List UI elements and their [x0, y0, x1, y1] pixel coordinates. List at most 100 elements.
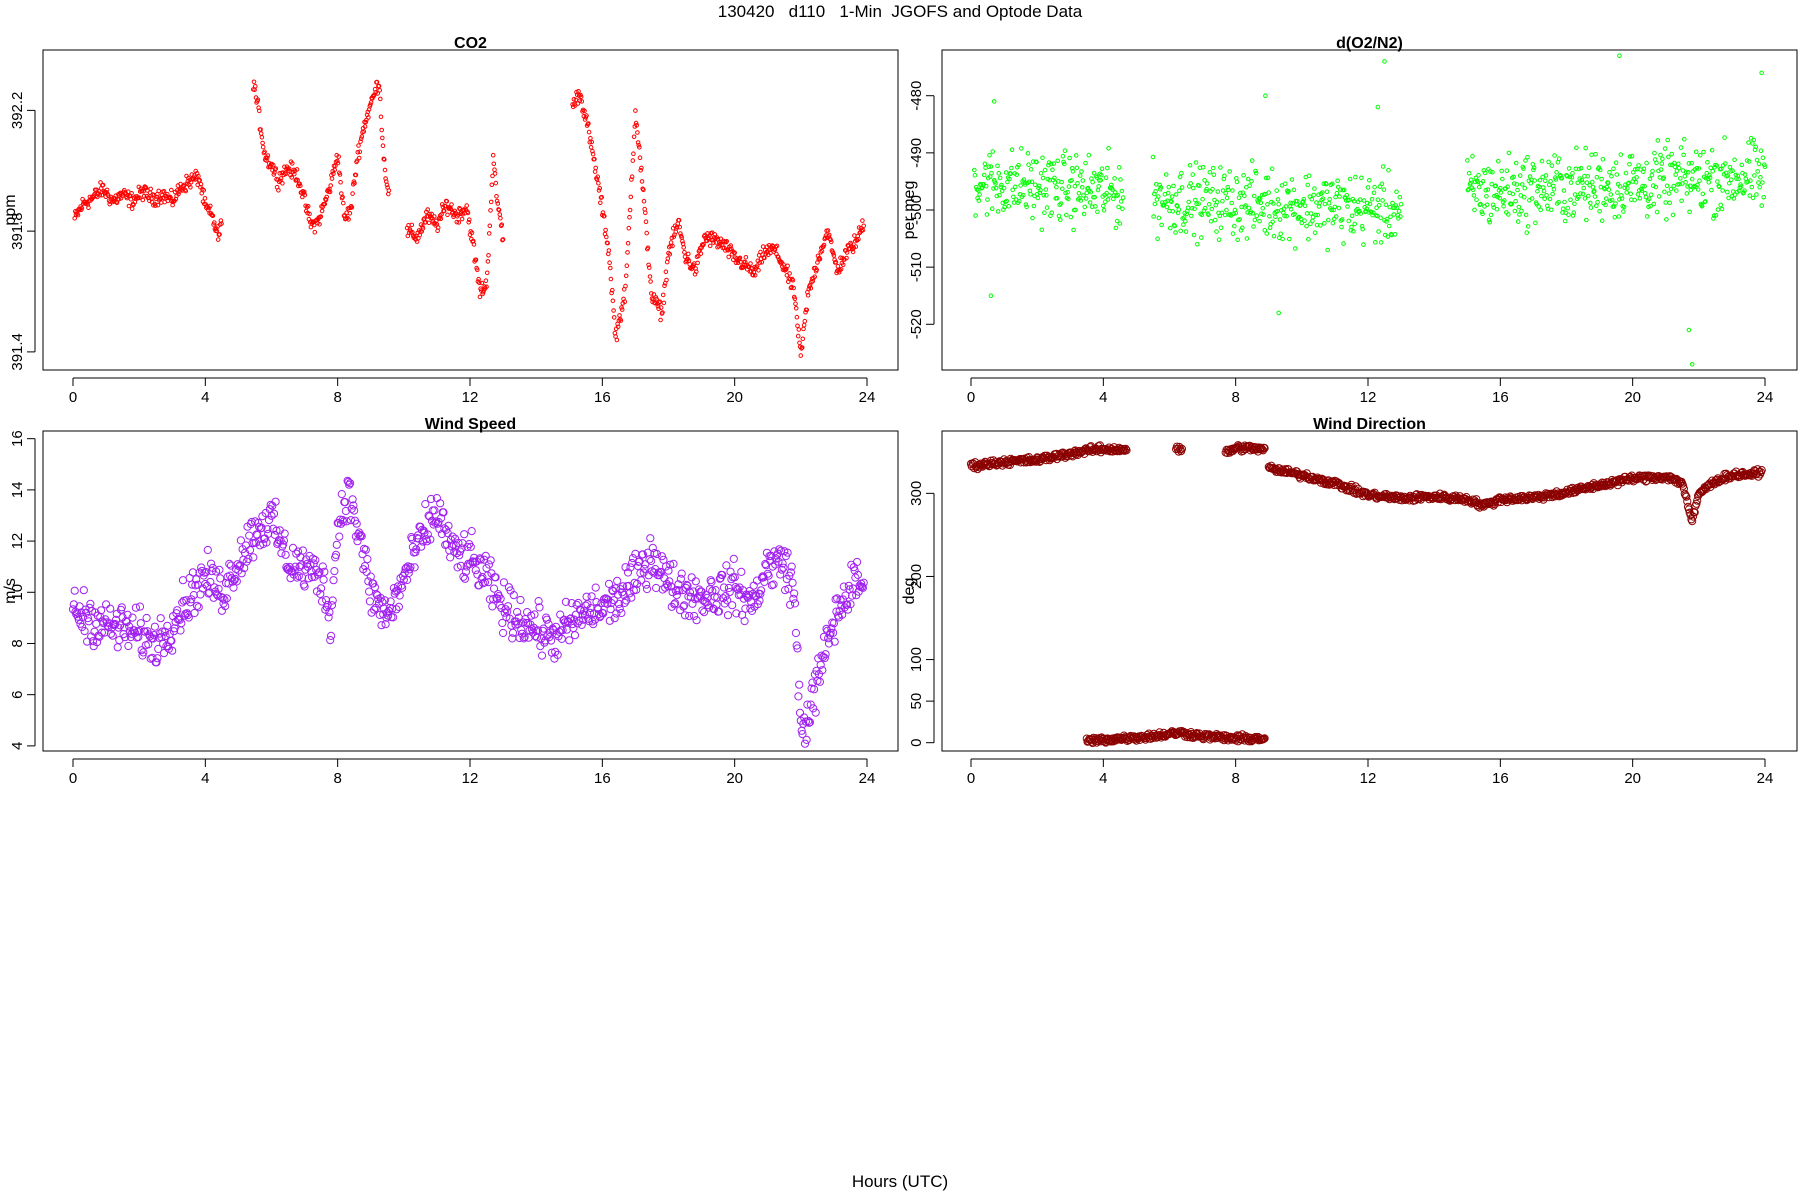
o2n2-point — [1537, 177, 1543, 183]
o2n2-point — [1095, 209, 1100, 215]
wind-speed-point — [321, 605, 330, 614]
o2n2-point — [1554, 170, 1559, 175]
wind-speed-point — [222, 594, 231, 603]
wind-speed-point — [496, 594, 505, 603]
co2-title: CO2 — [454, 35, 487, 52]
o2n2-point — [1682, 174, 1688, 179]
co2-point — [358, 139, 363, 144]
o2n2-point — [1702, 199, 1708, 205]
o2n2-point — [1169, 199, 1174, 205]
o2n2-point — [1588, 205, 1594, 210]
o2n2-point — [1695, 182, 1700, 188]
o2n2-point — [1179, 170, 1184, 176]
co2-point — [377, 88, 383, 93]
co2-point — [657, 299, 663, 305]
wind-speed-point — [460, 530, 469, 539]
wind-speed-point — [249, 553, 258, 562]
co2-point — [627, 207, 633, 213]
o2n2-point — [1038, 187, 1043, 193]
o2n2-point — [1384, 216, 1390, 222]
o2n2-point — [1666, 154, 1671, 160]
wind-speed-point — [666, 560, 675, 569]
o2n2-point — [1007, 176, 1012, 182]
o2n2-x-tick-label: 12 — [1360, 389, 1377, 406]
o2n2-point — [1075, 181, 1080, 186]
o2n2-point — [1112, 176, 1117, 181]
o2n2-point — [1394, 205, 1400, 210]
o2n2-point — [1541, 185, 1546, 190]
co2-point — [646, 262, 651, 268]
wind-speed-point — [587, 592, 596, 601]
wind-speed-point — [168, 646, 177, 655]
co2-point — [486, 253, 491, 258]
co2-point — [176, 191, 181, 197]
o2n2-point — [997, 192, 1002, 198]
wind-speed-point — [84, 617, 93, 626]
wind-speed-point — [534, 597, 543, 606]
o2n2-point — [1065, 189, 1070, 195]
o2n2-point — [1541, 188, 1547, 194]
wind-speed-point — [116, 621, 125, 630]
o2n2-point — [1009, 165, 1014, 171]
o2n2-point — [1276, 310, 1281, 316]
o2n2-point — [1196, 201, 1201, 206]
o2n2-point — [976, 198, 982, 203]
co2-point — [427, 211, 432, 217]
o2n2-point — [1193, 197, 1198, 203]
wind-speed-point — [203, 545, 212, 555]
o2n2-point — [1262, 227, 1268, 233]
o2n2-point — [1028, 192, 1033, 197]
wind-speed-point — [557, 634, 566, 644]
wind-speed-point — [113, 643, 122, 652]
co2-point — [466, 219, 472, 225]
wind-speed-point — [565, 636, 574, 645]
co2-point — [489, 182, 495, 188]
o2n2-point — [1523, 212, 1529, 218]
o2n2-point — [1152, 201, 1158, 207]
co2-point — [641, 198, 647, 204]
o2n2-point — [1019, 146, 1024, 151]
wind-speed-point — [722, 561, 731, 570]
o2n2-point — [1183, 229, 1189, 234]
co2-point — [694, 269, 699, 274]
o2n2-point — [1715, 179, 1720, 184]
o2n2-point — [1060, 153, 1066, 159]
co2-point — [850, 249, 856, 255]
co2-point — [831, 251, 836, 256]
o2n2-point — [1636, 163, 1641, 168]
co2-point — [197, 177, 202, 183]
wind-speed-y-axis-label: m/s — [2, 578, 19, 604]
wind-speed-point — [843, 600, 852, 609]
wind-speed-point — [218, 593, 227, 603]
co2-point — [386, 188, 392, 193]
co2-point — [455, 212, 461, 217]
o2n2-point — [1685, 170, 1691, 175]
o2n2-point — [1305, 182, 1311, 188]
co2-point — [327, 189, 333, 195]
o2n2-point — [1079, 185, 1085, 190]
o2n2-point — [1326, 217, 1331, 223]
wind-speed-point — [547, 636, 556, 645]
o2n2-point — [994, 193, 1000, 199]
co2-point — [219, 221, 224, 226]
wind-speed-point — [271, 497, 280, 506]
o2n2-point — [986, 164, 992, 169]
wind-speed-point — [663, 581, 672, 591]
o2n2-point — [1107, 193, 1112, 198]
o2n2-point — [1754, 157, 1760, 163]
co2-point — [473, 257, 479, 263]
wind-speed-point — [585, 617, 594, 626]
co2-point — [797, 340, 802, 346]
wind-speed-point — [709, 605, 719, 614]
o2n2-x-tick-label: 24 — [1757, 389, 1774, 406]
o2n2-point — [1092, 194, 1097, 200]
o2n2-point — [1642, 183, 1647, 189]
co2-point — [198, 181, 204, 187]
o2n2-point — [1561, 188, 1567, 193]
o2n2-point — [1742, 172, 1748, 177]
o2n2-point — [1752, 173, 1757, 178]
o2n2-point — [1327, 196, 1332, 202]
wind-direction-y-tick-label: 100 — [908, 647, 925, 672]
o2n2-point — [1599, 176, 1604, 182]
o2n2-point — [1054, 195, 1060, 201]
